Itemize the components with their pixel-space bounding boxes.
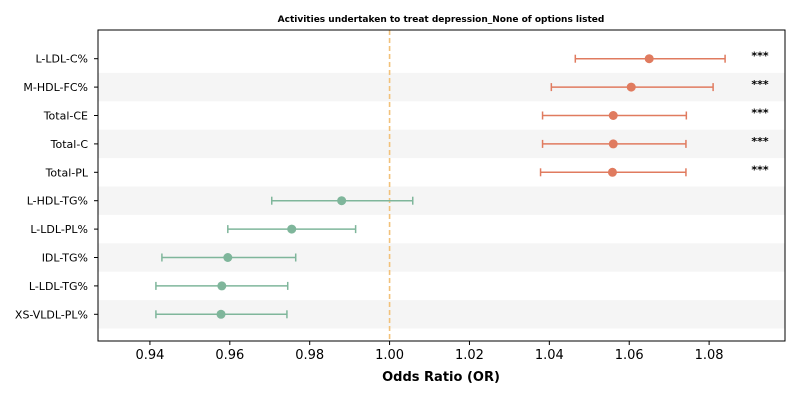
significance-label: *** [751,50,769,63]
point-estimate [608,111,618,120]
ci-row [155,281,289,291]
ci-row: *** [541,135,769,149]
ci-row [161,253,297,262]
x-tick-label: 0.96 [215,348,244,363]
x-tick-label: 0.94 [135,348,164,363]
x-tick-label: 1.06 [615,348,644,363]
y-tick-label: Total-PL [45,166,89,179]
ci-row [227,224,357,234]
y-tick-label: XS-VLDL-PL% [15,308,88,321]
point-estimate [217,281,227,291]
ci-row: *** [574,50,769,64]
y-tick-label: IDL-TG% [42,252,88,265]
chart-title: Activities undertaken to treat depressio… [278,15,605,25]
significance-label: *** [751,135,769,148]
x-tick-label: 1.02 [455,348,484,363]
point-estimate [626,82,636,92]
point-estimate [337,196,347,206]
x-axis-label: Odds Ratio (OR) [382,370,500,385]
y-tick-label: L-LDL-C% [35,53,88,66]
y-tick-label: M-HDL-FC% [23,81,88,94]
significance-label: *** [751,107,769,120]
ci-row [270,196,414,206]
plot-frame [97,29,786,342]
x-tick-label: 1.08 [695,348,724,363]
y-tick-label: L-HDL-TG% [27,195,88,208]
y-tick-label: Total-C [50,138,89,151]
row-stripe [98,186,785,215]
y-tick-label: L-LDL-PL% [30,223,88,236]
significance-label: *** [751,163,769,176]
ci-row: *** [550,78,769,92]
significance-label: *** [751,78,769,91]
x-tick-label: 1.04 [535,348,564,363]
ci-row: *** [539,163,769,177]
point-estimate [287,224,297,234]
point-estimate [216,309,226,319]
y-tick-label: L-LDL-TG% [29,280,88,293]
point-estimate [644,54,654,64]
ci-row: *** [541,107,769,120]
ci-row [155,309,288,319]
point-estimate [608,139,618,149]
x-tick-label: 0.98 [295,348,324,363]
point-estimate [607,167,617,177]
y-tick-label: Total-CE [43,110,88,123]
x-tick-label: 1.00 [375,348,404,363]
point-estimate [223,253,233,262]
